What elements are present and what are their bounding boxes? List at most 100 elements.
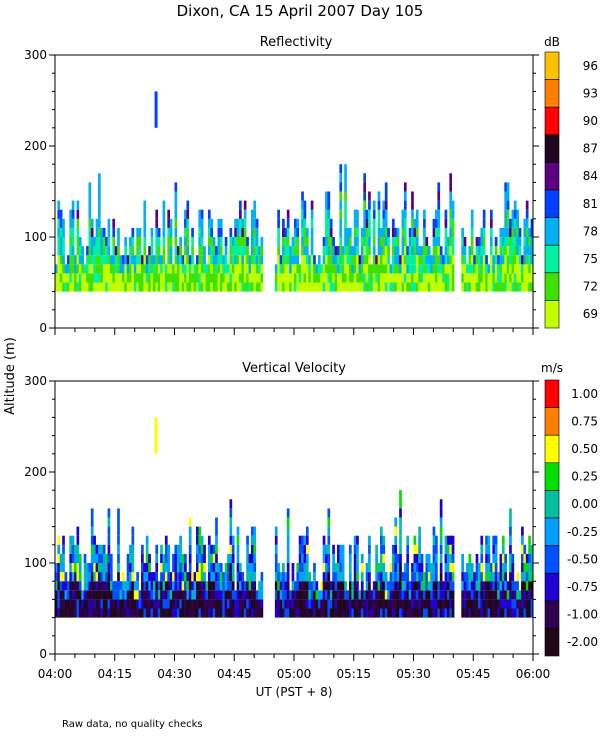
data-cell (136, 246, 139, 256)
data-cell (501, 572, 505, 582)
data-cell (303, 227, 307, 237)
data-cell (506, 182, 510, 192)
data-cell (332, 590, 335, 600)
data-cell (112, 227, 116, 237)
data-cell (396, 581, 400, 591)
data-cell (286, 526, 290, 536)
data-cell (461, 572, 464, 582)
data-cell (470, 563, 474, 573)
data-cell (305, 237, 309, 247)
data-cell (449, 273, 453, 283)
data-cell (160, 599, 163, 609)
data-cell (451, 590, 455, 600)
data-cell (444, 264, 448, 274)
data-cell (219, 237, 223, 247)
data-cell (112, 264, 116, 274)
data-cell (155, 599, 159, 609)
data-cell (107, 246, 111, 256)
data-cell (162, 581, 166, 591)
data-cell (174, 282, 178, 292)
data-cell (239, 264, 242, 274)
data-cell (303, 544, 307, 554)
reflectivity-title: Reflectivity (260, 35, 333, 50)
data-cell (241, 572, 245, 582)
data-cell (325, 191, 328, 201)
y-tick-label: 0 (39, 321, 47, 335)
data-cell (246, 264, 249, 274)
data-cell (408, 282, 412, 292)
data-cell (112, 282, 116, 292)
data-cell (365, 273, 369, 283)
data-cell (394, 282, 398, 292)
data-cell (241, 246, 245, 256)
data-cell (358, 255, 362, 265)
data-cell (246, 572, 249, 582)
data-cell (174, 273, 178, 283)
data-cell (59, 572, 63, 582)
data-cell (279, 273, 283, 283)
data-cell (413, 237, 417, 247)
data-cell (530, 255, 534, 265)
data-cell (148, 572, 151, 582)
data-cell (346, 255, 350, 265)
data-cell (305, 553, 309, 563)
data-cell (363, 608, 366, 618)
data-cell (444, 590, 448, 600)
data-cell (341, 581, 345, 591)
data-cell (413, 553, 417, 563)
data-cell (468, 273, 472, 283)
data-cell (95, 255, 99, 265)
data-cell (425, 255, 429, 265)
data-cell (88, 599, 92, 609)
data-cell (351, 581, 355, 591)
data-cell (88, 282, 92, 292)
data-cell (133, 264, 137, 274)
data-cell (382, 237, 386, 247)
data-cell (310, 282, 314, 292)
colorbar-swatch (544, 545, 560, 574)
data-cell (346, 590, 350, 600)
data-cell (439, 590, 443, 600)
data-cell (320, 581, 323, 591)
colorbar-label: 90 (583, 114, 598, 128)
data-cell (315, 590, 319, 600)
data-cell (439, 255, 443, 265)
data-cell (229, 572, 233, 582)
data-cell (248, 255, 252, 265)
data-cell (511, 282, 515, 292)
data-cell (71, 227, 75, 237)
data-cell (406, 572, 410, 582)
data-cell (196, 599, 199, 609)
data-cell (348, 282, 352, 292)
data-cell (76, 218, 80, 228)
data-cell (210, 590, 214, 600)
data-cell (382, 608, 386, 618)
data-cell (243, 218, 247, 228)
data-cell (511, 581, 515, 591)
data-cell (329, 581, 333, 591)
data-cell (112, 255, 116, 265)
data-cell (286, 599, 290, 609)
data-cell (231, 535, 235, 545)
data-cell (463, 246, 467, 256)
data-cell (389, 273, 393, 283)
data-cell (411, 200, 414, 210)
data-cell (164, 581, 168, 591)
data-cell (513, 200, 517, 210)
data-cell (518, 282, 522, 292)
data-cell (322, 264, 326, 274)
data-cell (117, 581, 120, 591)
data-cell (167, 563, 171, 573)
data-cell (339, 200, 343, 210)
data-cell (129, 599, 132, 609)
data-cell (217, 218, 221, 228)
data-cell (525, 246, 529, 256)
data-cell (449, 173, 453, 183)
data-cell (62, 563, 65, 573)
data-cell (506, 590, 510, 600)
data-cell (521, 535, 524, 545)
data-cell (55, 572, 58, 582)
data-cell (162, 200, 166, 210)
data-cell (253, 526, 257, 536)
data-cell (473, 572, 476, 582)
